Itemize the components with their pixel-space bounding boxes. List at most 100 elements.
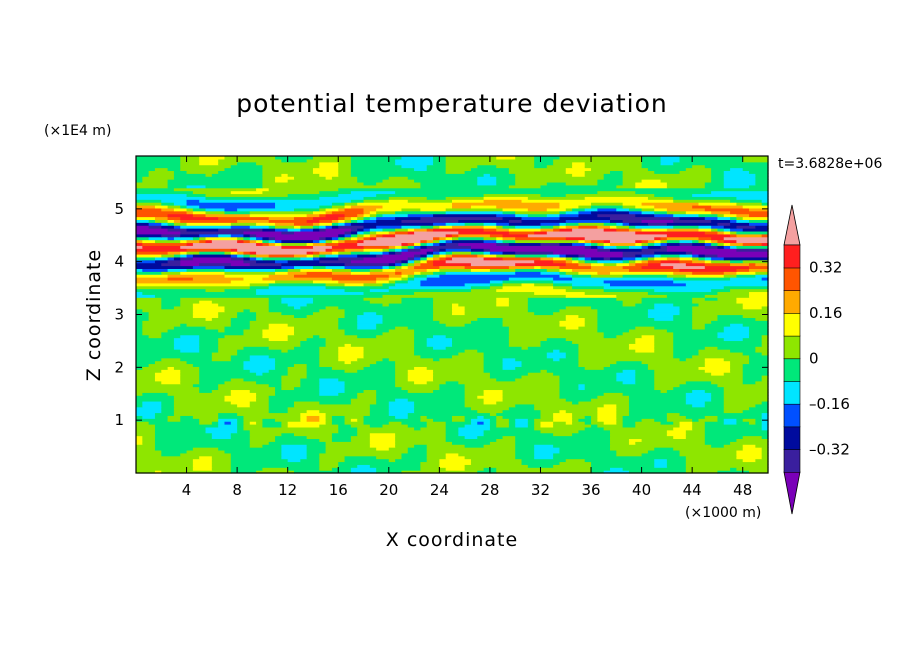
- heatmap-cell: [414, 380, 428, 385]
- heatmap-cell: [142, 320, 232, 324]
- heatmap-cell: [755, 349, 769, 353]
- heatmap-cell: [294, 331, 346, 336]
- heatmap-cell: [730, 233, 737, 238]
- heatmap-cell: [635, 375, 655, 379]
- heatmap-cell: [319, 461, 339, 465]
- heatmap-cell: [230, 455, 282, 460]
- heatmap-cell: [281, 380, 301, 385]
- heatmap-cell: [641, 438, 706, 442]
- heatmap-cell: [388, 285, 472, 290]
- heatmap-cell: [230, 470, 257, 474]
- heatmap-cell: [433, 377, 497, 382]
- heatmap-cell: [363, 199, 390, 203]
- heatmap-cell: [723, 389, 769, 393]
- heatmap-cell: [306, 409, 320, 414]
- heatmap-cell: [717, 415, 763, 419]
- heatmap-cell: [502, 398, 567, 402]
- heatmap-cell: [186, 253, 194, 258]
- heatmap-cell: [338, 219, 346, 223]
- heatmap-cell: [515, 357, 554, 362]
- heatmap-cell: [300, 305, 327, 310]
- heatmap-cell: [584, 415, 592, 419]
- heatmap-cell: [363, 351, 415, 356]
- heatmap-cell: [180, 204, 188, 209]
- heatmap-cell: [698, 213, 719, 218]
- heatmap-cell: [294, 216, 314, 220]
- heatmap-cell: [654, 305, 681, 310]
- heatmap-cell: [635, 225, 674, 229]
- heatmap-cell: [275, 225, 295, 229]
- heatmap-cell: [338, 233, 346, 238]
- heatmap-cell: [161, 380, 181, 385]
- heatmap-cell: [414, 256, 421, 261]
- heatmap-cell: [401, 262, 409, 267]
- heatmap-cell: [205, 207, 226, 212]
- heatmap-cell: [344, 204, 352, 209]
- heatmap-cell: [369, 444, 396, 448]
- heatmap-cell: [199, 156, 226, 160]
- heatmap-cell: [685, 429, 706, 434]
- heatmap-cell: [515, 268, 548, 272]
- heatmap-cell: [136, 230, 181, 235]
- colorbar-band: [783, 448, 801, 473]
- heatmap-cell: [230, 279, 276, 284]
- heatmap-cell: [502, 357, 516, 362]
- heatmap-cell: [319, 377, 339, 382]
- heatmap-cell: [698, 239, 706, 244]
- heatmap-cell: [388, 265, 396, 269]
- heatmap-cell: [230, 233, 245, 238]
- heatmap-cell: [230, 432, 251, 437]
- heatmap-cell: [268, 285, 327, 290]
- heatmap-cell: [357, 233, 365, 238]
- heatmap-cell: [723, 409, 744, 414]
- heatmap-cell: [300, 343, 327, 347]
- heatmap-cell: [237, 253, 245, 258]
- heatmap-cell: [622, 421, 636, 425]
- heatmap-cell: [186, 210, 194, 215]
- heatmap-cell: [136, 467, 194, 471]
- heatmap-cell: [572, 164, 586, 169]
- heatmap-cell: [673, 386, 725, 391]
- heatmap-cell: [192, 210, 207, 215]
- heatmap-cell: [711, 380, 744, 385]
- heatmap-cell: [136, 455, 200, 460]
- heatmap-cell: [338, 461, 421, 465]
- heatmap-cell: [363, 415, 396, 419]
- heatmap-cell: [628, 403, 693, 408]
- heatmap-cell: [395, 415, 409, 419]
- heatmap-cell: [673, 302, 700, 307]
- heatmap-cell: [527, 305, 567, 310]
- heatmap-cell: [199, 300, 213, 304]
- heatmap-cell: [376, 311, 434, 316]
- heatmap-cell: [344, 308, 434, 313]
- heatmap-cell: [685, 467, 731, 471]
- heatmap-cell: [319, 161, 339, 166]
- heatmap-cell: [262, 242, 270, 246]
- heatmap-cell: [723, 245, 731, 249]
- heatmap-cell: [527, 346, 579, 350]
- heatmap-cell: [572, 340, 636, 344]
- heatmap-cell: [357, 464, 371, 468]
- heatmap-cell: [635, 213, 655, 218]
- heatmap-cell: [521, 458, 567, 463]
- heatmap-cell: [414, 340, 428, 344]
- heatmap-cell: [218, 314, 238, 318]
- heatmap-cell: [666, 294, 706, 298]
- heatmap-cell: [692, 426, 706, 431]
- heatmap-cell: [338, 320, 358, 324]
- heatmap-cell: [357, 179, 384, 183]
- heatmap-cell: [230, 323, 251, 327]
- heatmap-cell: [483, 228, 497, 232]
- heatmap-cell: [173, 326, 207, 330]
- heatmap-cell: [136, 409, 162, 414]
- heatmap-cell: [306, 455, 320, 460]
- heatmap-cell: [565, 288, 605, 293]
- heatmap-cell: [357, 236, 365, 241]
- heatmap-cell: [407, 326, 510, 330]
- heatmap-cell: [350, 161, 396, 166]
- heatmap-cell: [704, 400, 725, 405]
- heatmap-cell: [534, 230, 548, 235]
- heatmap-cell: [641, 164, 693, 169]
- heatmap-cell: [534, 291, 586, 295]
- heatmap-cell: [692, 317, 719, 321]
